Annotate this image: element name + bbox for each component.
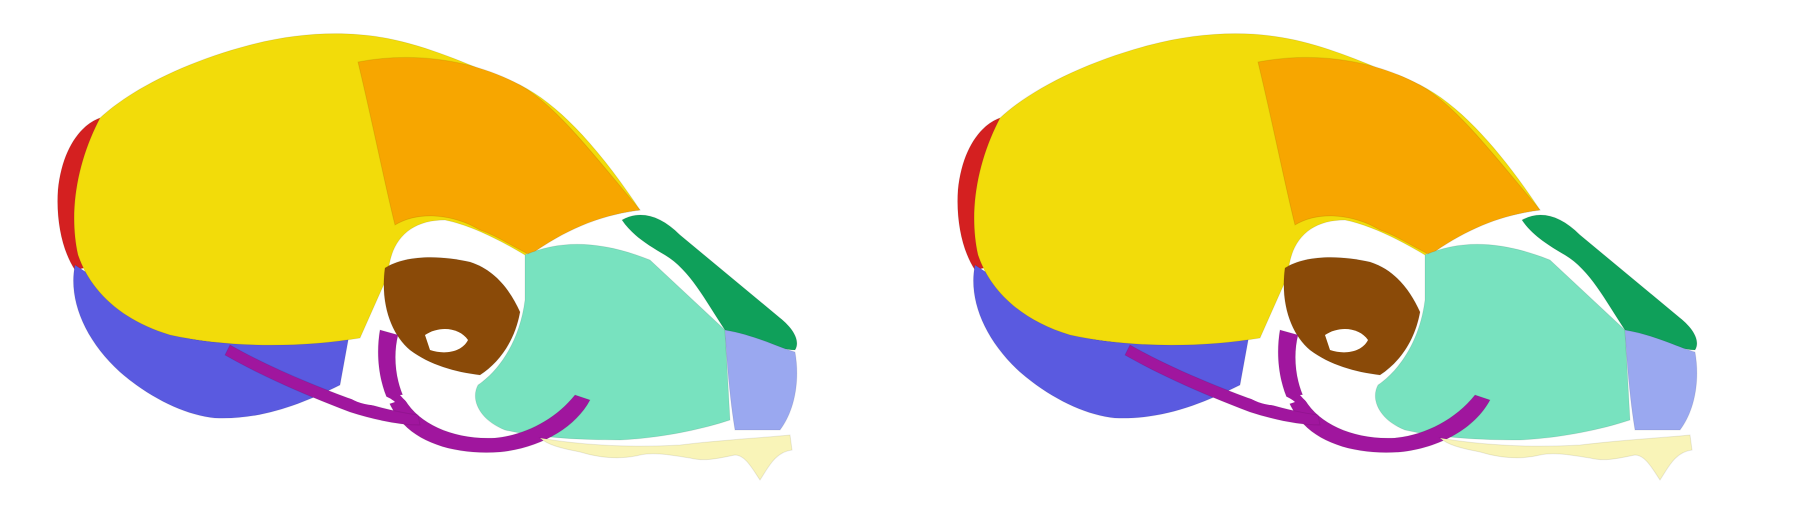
left-view — [57, 33, 798, 481]
right-view — [900, 0, 1800, 507]
frontal-region — [1257, 56, 1541, 256]
teeth — [1438, 434, 1693, 481]
foramen-opening — [1247, 392, 1295, 406]
orbit-interior — [1283, 256, 1421, 376]
foramen-opening — [425, 328, 468, 353]
skull-model — [957, 33, 1698, 481]
foramen-opening — [347, 392, 395, 406]
maxillary-region — [474, 243, 731, 441]
premaxilla-region — [724, 329, 798, 431]
foramen-opening — [1325, 328, 1368, 353]
skull-model — [57, 33, 798, 481]
maxillary-region — [1374, 243, 1631, 441]
frontal-region — [357, 56, 641, 256]
orbit-interior — [383, 256, 521, 376]
foramen-opening — [400, 394, 470, 422]
teeth — [538, 434, 793, 481]
foramen-opening — [1300, 394, 1370, 422]
premaxilla-region — [1624, 329, 1698, 431]
